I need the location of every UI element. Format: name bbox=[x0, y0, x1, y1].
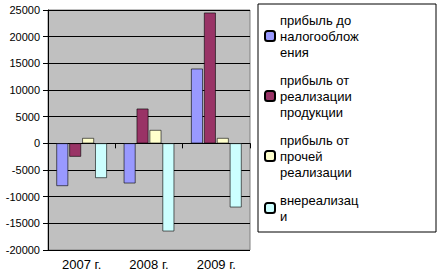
svg-text:2008 г.: 2008 г. bbox=[129, 257, 168, 272]
svg-text:-20000: -20000 bbox=[6, 244, 40, 256]
svg-text:0: 0 bbox=[34, 137, 40, 149]
svg-text:реализации: реализации bbox=[280, 89, 355, 104]
svg-text:25000: 25000 bbox=[9, 4, 40, 16]
svg-text:реализации: реализации bbox=[280, 165, 352, 180]
svg-text:внереализац: внереализац bbox=[280, 193, 359, 208]
svg-text:прочей: прочей bbox=[280, 149, 326, 164]
svg-text:2009 г.: 2009 г. bbox=[197, 257, 236, 272]
svg-text:ения: ения bbox=[280, 45, 309, 60]
svg-text:5000: 5000 bbox=[16, 111, 40, 123]
svg-text:прибыль до: прибыль до bbox=[280, 13, 355, 28]
svg-text:-10000: -10000 bbox=[6, 191, 40, 203]
svg-text:15000: 15000 bbox=[9, 57, 40, 69]
svg-text:10000: 10000 bbox=[9, 84, 40, 96]
svg-text:20000: 20000 bbox=[9, 31, 40, 43]
svg-text:и: и bbox=[280, 209, 287, 224]
svg-text:прибыль от: прибыль от bbox=[280, 73, 353, 88]
svg-text:2007 г.: 2007 г. bbox=[62, 257, 101, 272]
svg-text:-5000: -5000 bbox=[12, 164, 40, 176]
svg-text:прибыль от: прибыль от bbox=[280, 133, 353, 148]
svg-text:-15000: -15000 bbox=[6, 217, 40, 229]
svg-text:продукции: продукции bbox=[280, 105, 343, 120]
svg-text:налогооблож: налогооблож bbox=[280, 29, 359, 44]
